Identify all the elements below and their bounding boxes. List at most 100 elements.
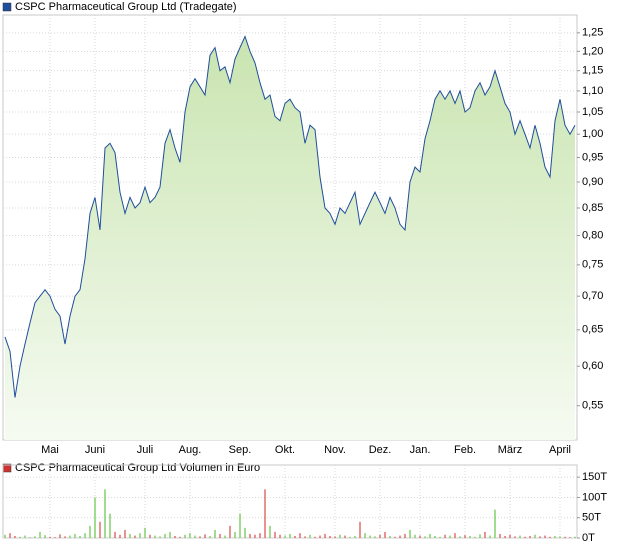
volume-bar — [139, 533, 141, 538]
volume-bar — [244, 527, 246, 538]
volume-bar — [64, 536, 66, 538]
volume-bar — [129, 533, 131, 538]
volume-bar — [104, 489, 106, 538]
volume-bar — [449, 535, 451, 538]
volume-bar — [284, 535, 286, 538]
volume-bar — [379, 534, 381, 538]
volume-bar — [339, 534, 341, 538]
volume-bar — [149, 534, 151, 538]
volume-bar — [79, 535, 81, 538]
volume-bar — [399, 535, 401, 538]
volume-bar — [74, 533, 76, 538]
volume-bar — [204, 534, 206, 538]
volume-bar — [514, 536, 516, 538]
volume-bar — [229, 525, 231, 538]
volume-bar — [344, 535, 346, 538]
volume-bar — [409, 529, 411, 538]
volume-bar — [479, 534, 481, 538]
volume-bar — [49, 536, 51, 538]
volume-bar — [494, 509, 496, 538]
volume-bar — [199, 536, 201, 538]
volume-bar — [459, 536, 461, 538]
y-tick-label: 50T — [582, 512, 601, 524]
y-tick-label: 0,65 — [582, 324, 603, 336]
y-tick-label: 0,60 — [582, 360, 603, 372]
volume-bar — [274, 531, 276, 538]
volume-bar — [559, 536, 561, 538]
volume-bar — [234, 531, 236, 538]
x-tick-label: Juli — [137, 444, 154, 456]
volume-bar — [549, 536, 551, 538]
volume-bar — [299, 533, 301, 538]
volume-bar — [464, 535, 466, 538]
volume-bar — [29, 537, 31, 538]
y-tick-label: 0,80 — [582, 229, 603, 241]
x-tick-label: Mai — [41, 444, 59, 456]
x-tick-label: Jan. — [410, 444, 431, 456]
volume-bar — [89, 525, 91, 538]
x-tick-label: März — [498, 444, 522, 456]
volume-bar — [469, 535, 471, 538]
volume-bar — [389, 535, 391, 538]
volume-bar — [419, 535, 421, 538]
y-tick-label: 150T — [582, 471, 607, 483]
volume-bar — [434, 535, 436, 538]
volume-bar — [304, 536, 306, 538]
volume-bar — [569, 537, 571, 538]
volume-bar — [39, 531, 41, 538]
volume-bar — [269, 525, 271, 538]
volume-bar — [544, 535, 546, 538]
volume-bar — [174, 535, 176, 538]
volume-bar — [499, 533, 501, 538]
volume-bar — [369, 535, 371, 538]
y-tick-label: 0,55 — [582, 400, 603, 412]
volume-bar — [329, 535, 331, 538]
x-tick-label: April — [549, 444, 571, 456]
y-tick-label: 1,00 — [582, 128, 603, 140]
volume-bar — [289, 533, 291, 538]
volume-bar — [224, 535, 226, 538]
chart-title: CSPC Pharmaceutical Group Ltd Volumen in… — [15, 462, 260, 474]
volume-bar — [24, 535, 26, 538]
volume-bar — [4, 534, 6, 538]
volume-bar — [279, 534, 281, 538]
volume-bar — [334, 536, 336, 538]
volume-bar — [209, 535, 211, 538]
volume-bar — [84, 533, 86, 538]
y-tick-label: 0,95 — [582, 151, 603, 163]
volume-bar — [424, 536, 426, 538]
volume-bar — [184, 534, 186, 538]
y-tick-label: 0T — [582, 532, 595, 544]
volume-bar — [14, 535, 16, 538]
y-tick-label: 1,25 — [582, 27, 603, 39]
volume-bar — [119, 534, 121, 538]
volume-bar — [509, 534, 511, 538]
volume-bar — [134, 535, 136, 538]
price-line — [4, 35, 576, 398]
volume-bar — [144, 527, 146, 538]
x-tick-label: Juni — [85, 444, 105, 456]
volume-bar — [194, 535, 196, 538]
volume-bar — [19, 536, 21, 538]
volume-bar — [414, 534, 416, 538]
volume-bar — [574, 536, 576, 538]
volume-bar — [44, 535, 46, 538]
volume-bar — [394, 536, 396, 538]
volume-bar — [249, 533, 251, 538]
volume-bar — [484, 531, 486, 538]
volume-bar — [169, 531, 171, 538]
volume-bar — [69, 535, 71, 538]
volume-bar — [164, 533, 166, 538]
x-tick-label: Feb. — [454, 444, 476, 456]
volume-bar — [109, 513, 111, 538]
volume-bar — [364, 533, 366, 538]
x-tick-label: Okt. — [275, 444, 295, 456]
volume-bar — [539, 536, 541, 538]
area — [5, 36, 575, 440]
volume-bar — [309, 534, 311, 538]
volume-bar — [324, 533, 326, 538]
volume-bar — [9, 533, 11, 538]
volume-bar — [154, 535, 156, 538]
chart-title: CSPC Pharmaceutical Group Ltd (Tradegate… — [15, 1, 237, 13]
